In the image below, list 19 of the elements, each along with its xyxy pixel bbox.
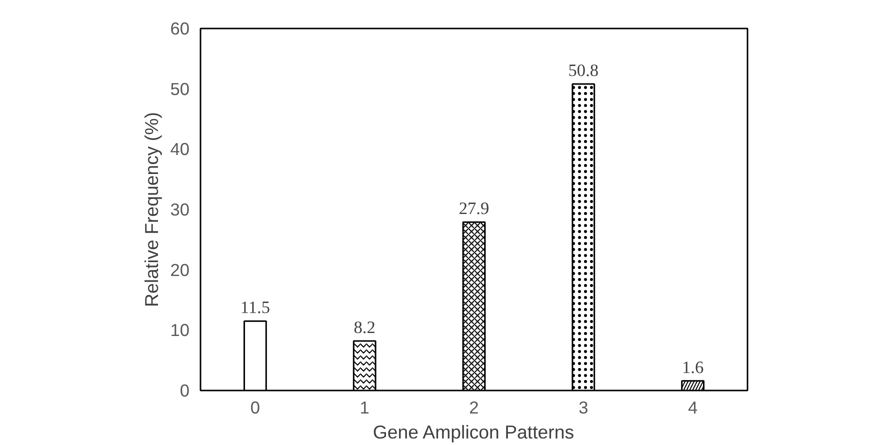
y-tick-label: 0 xyxy=(180,380,190,400)
x-axis-title: Gene Amplicon Patterns xyxy=(372,422,574,442)
y-tick-label: 50 xyxy=(170,78,190,99)
x-tick-label: 2 xyxy=(469,398,479,418)
y-tick-label: 60 xyxy=(170,18,190,38)
y-tick-label: 10 xyxy=(170,320,190,340)
data-label: 8.2 xyxy=(354,318,376,338)
x-tick-label: 3 xyxy=(578,398,588,418)
y-tick-label: 30 xyxy=(170,200,190,220)
x-tick-label: 1 xyxy=(360,398,370,418)
data-label: 11.5 xyxy=(240,298,270,318)
y-tick-label: 40 xyxy=(170,139,190,160)
y-axis-title: Relative Frequency (%) xyxy=(141,112,162,307)
data-label: 27.9 xyxy=(458,199,490,218)
data-label: 1.6 xyxy=(682,358,704,377)
data-label: 50.8 xyxy=(568,61,599,80)
x-tick-label: 4 xyxy=(688,398,698,418)
x-tick-label: 0 xyxy=(250,398,260,418)
y-tick-label: 20 xyxy=(170,260,190,280)
